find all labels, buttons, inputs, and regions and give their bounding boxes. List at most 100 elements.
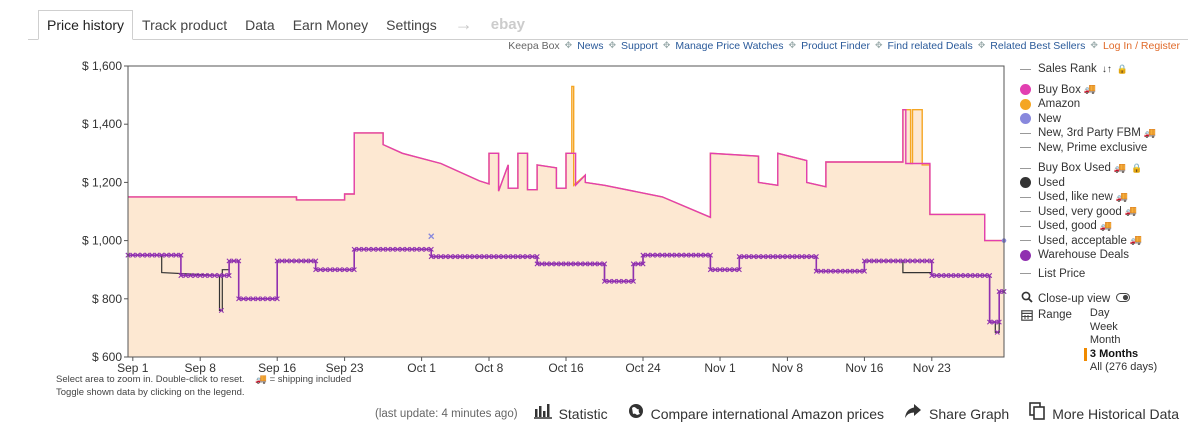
legend-used-very-good[interactable]: Used, very good 🚚 (1020, 205, 1157, 220)
warehouse-marker (958, 272, 964, 279)
link-product-finder[interactable]: Product Finder (801, 40, 870, 52)
warehouse-marker (226, 258, 232, 264)
warehouse-marker (996, 319, 1002, 325)
warehouse-marker (630, 278, 636, 284)
warehouse-marker (322, 267, 328, 273)
arrow-right-icon: → (454, 14, 473, 34)
warehouse-marker (755, 254, 762, 260)
x-tick-label: Oct 16 (548, 361, 584, 375)
tab-earn-money[interactable]: Earn Money (292, 17, 369, 33)
warehouse-marker (640, 261, 646, 267)
legend-buy-box-used[interactable]: Buy Box Used 🚚 🔒 (1020, 161, 1157, 176)
warehouse-marker (274, 258, 280, 264)
warehouse-marker (640, 252, 646, 258)
warehouse-marker (144, 252, 150, 258)
warehouse-marker (669, 252, 675, 258)
y-tick-label: $ 800 (92, 292, 122, 306)
warehouse-marker (568, 261, 574, 267)
legend-warehouse-deals[interactable]: Warehouse Deals (1020, 248, 1157, 263)
warehouse-marker (558, 261, 564, 267)
link-login-register[interactable]: Log In / Register (1102, 40, 1180, 52)
warehouse-marker (674, 252, 680, 258)
legend-label: Used (1038, 176, 1065, 189)
warehouse-marker (255, 296, 261, 302)
warehouse-marker (577, 261, 584, 267)
legend-new[interactable]: New (1020, 112, 1157, 127)
warehouse-marker (221, 272, 227, 279)
legend-swatch (1020, 84, 1031, 96)
range-month[interactable]: Month (1089, 334, 1121, 346)
warehouse-marker (635, 261, 641, 267)
legend-label: New (1038, 112, 1062, 125)
legend-new-prime-exclusive[interactable]: New, Prime exclusive (1020, 141, 1157, 156)
tab-ebay[interactable]: ebay (490, 16, 525, 33)
range-week[interactable]: Week (1089, 320, 1118, 333)
more-historical-data-button[interactable]: More Historical Data (1029, 402, 1179, 425)
warehouse-marker (789, 254, 795, 260)
warehouse-marker (861, 258, 868, 264)
tab-price-history[interactable]: Price history (38, 10, 134, 40)
warehouse-marker (524, 254, 531, 260)
legend-used-like-new[interactable]: Used, like new 🚚 (1020, 190, 1157, 205)
warehouse-marker (934, 272, 940, 279)
legend-amazon[interactable]: Amazon (1020, 97, 1157, 112)
range-3-months[interactable]: 3 Months (1083, 347, 1157, 361)
tab-track-product[interactable]: Track product (142, 17, 228, 33)
range-all[interactable]: All (276 days) (1089, 361, 1158, 373)
warehouse-marker (967, 272, 973, 279)
link-find-related-deals[interactable]: Find related Deals (887, 40, 973, 52)
warehouse-marker (385, 246, 391, 252)
legend-swatch (1020, 273, 1031, 275)
warehouse-marker (943, 272, 949, 279)
warehouse-marker (986, 272, 993, 279)
warehouse-marker (539, 261, 545, 267)
warehouse-marker (881, 258, 887, 264)
link-manage-price-watches[interactable]: Manage Price Watches (675, 40, 784, 52)
warehouse-marker (467, 254, 473, 260)
warehouse-marker (832, 268, 839, 274)
warehouse-marker (823, 268, 829, 274)
warehouse-marker (313, 258, 319, 264)
legend-swatch (1020, 132, 1031, 134)
legend-list-price[interactable]: List Price (1020, 267, 1157, 282)
statistic-button[interactable]: Statistic (533, 403, 608, 424)
legend-swatch (1020, 240, 1031, 242)
series-buy-box-line (128, 109, 1004, 242)
statistic-label: Statistic (558, 405, 608, 422)
legend-used-good[interactable]: Used, good 🚚 (1020, 219, 1157, 234)
legend-buy-box[interactable]: Buy Box 🚚 (1020, 83, 1157, 98)
legend-label: Used, acceptable (1038, 234, 1127, 247)
link-news[interactable]: News (577, 40, 604, 52)
link-support[interactable]: Support (621, 40, 658, 52)
tab-settings[interactable]: Settings (386, 17, 437, 33)
warehouse-marker (399, 246, 405, 252)
x-tick-label: Nov 23 (913, 361, 951, 375)
link-related-best-sellers[interactable]: Related Best Sellers (990, 40, 1086, 52)
warehouse-marker (317, 267, 324, 273)
tab-data[interactable]: Data (245, 17, 275, 33)
legend-sales-rank[interactable]: Sales Rank ↓↑ 🔒 (1020, 62, 1157, 77)
warehouse-marker (765, 254, 771, 260)
warehouse-marker (828, 268, 834, 274)
share-graph-button[interactable]: Share Graph (904, 403, 1009, 424)
warehouse-marker (837, 268, 843, 274)
price-chart[interactable]: $ 600 $ 800 $ 1,000 $ 1,200 $ 1,400 $ 1,600 Se… (0, 56, 1010, 386)
warehouse-marker (905, 258, 911, 264)
link-keepa-box[interactable]: Keepa Box (508, 40, 560, 52)
warehouse-marker (736, 254, 742, 260)
separator-icon: ✥ (564, 40, 573, 50)
separator-icon: ✥ (874, 40, 883, 50)
legend-new-3rd-party-fbm[interactable]: New, 3rd Party FBM 🚚 (1020, 126, 1157, 141)
legend-swatch (1020, 147, 1031, 149)
legend-used-acceptable[interactable]: Used, acceptable 🚚 (1020, 234, 1157, 249)
warehouse-marker (423, 246, 430, 252)
closeup-view-toggle[interactable]: Close-up view (1020, 290, 1157, 307)
warehouse-marker (471, 254, 478, 260)
toggle-icon[interactable] (1116, 292, 1131, 305)
range-day[interactable]: Day (1089, 307, 1110, 319)
magnifier-icon (1020, 291, 1033, 306)
compare-international-button[interactable]: Compare international Amazon prices (628, 403, 884, 424)
chart-hint-zoom: Select area to zoom in. Double-click to … (56, 374, 351, 385)
legend-used[interactable]: Used (1020, 176, 1157, 191)
warehouse-marker (722, 267, 728, 273)
